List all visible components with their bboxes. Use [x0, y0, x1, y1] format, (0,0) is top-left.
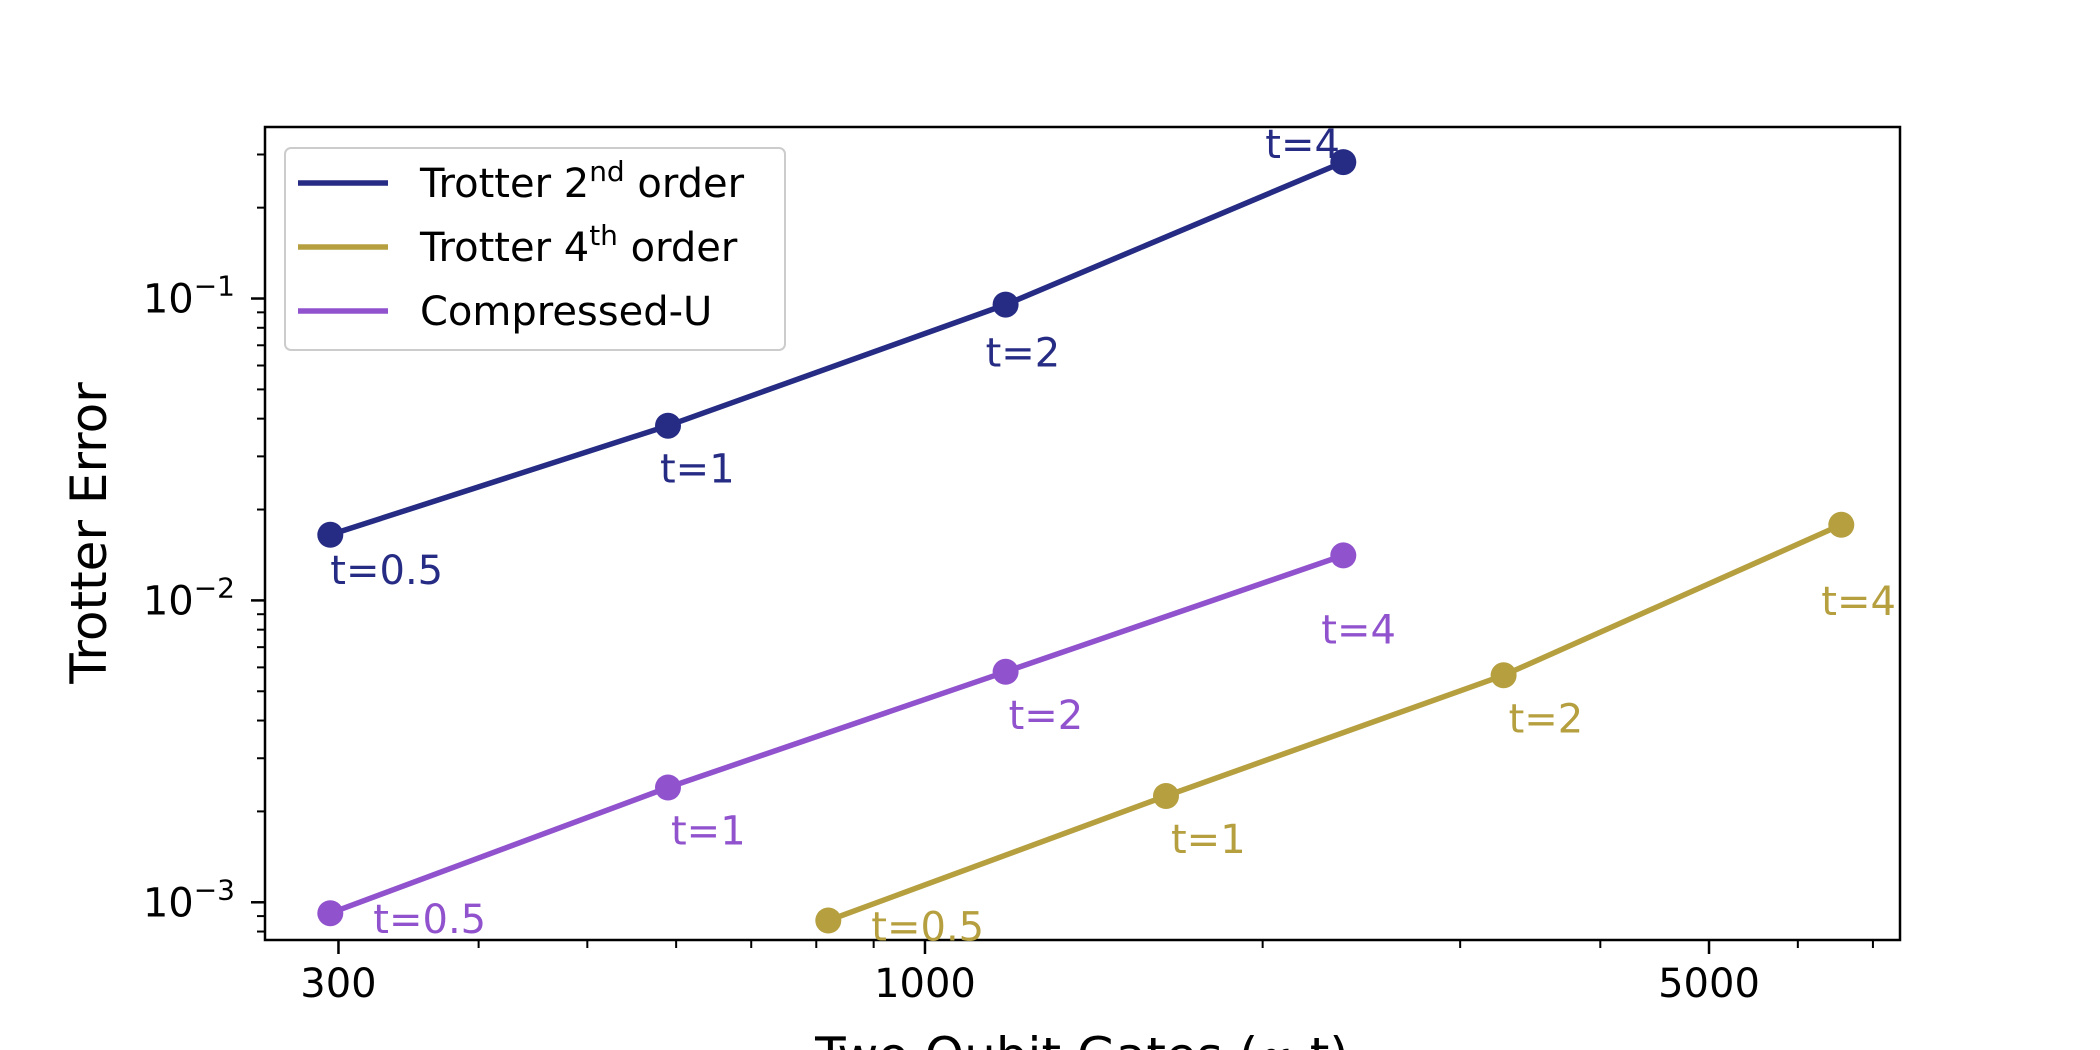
point-label-trotter-2: t=2: [986, 331, 1061, 377]
series-layer: [317, 149, 1855, 934]
y-axis-ticks: 10−3 10−2 10−1: [143, 153, 265, 933]
y-tick-label: 10−1: [143, 270, 235, 323]
data-point-trotter-2: [1330, 149, 1357, 176]
legend: Trotter 2nd order Trotter 4th order Compre…: [284, 147, 786, 351]
legend-label-trotter-4: Trotter 4th order: [419, 219, 738, 271]
data-point-trotter-4: [1490, 662, 1517, 689]
data-point-trotter-4: [1153, 783, 1179, 809]
point-label-trotter-2: t=1: [660, 447, 735, 493]
series-line-trotter-4: [827, 522, 1843, 924]
series-line-compressed-u: [329, 552, 1345, 916]
data-point-compressed-u: [992, 658, 1019, 685]
data-point-compressed-u: [1330, 542, 1357, 569]
x-axis-ticks: 300 1000 5000: [300, 940, 1874, 1007]
x-tick-label: 1000: [874, 961, 976, 1007]
point-label-trotter-2: t=4: [1265, 122, 1340, 168]
plot-frame: [263, 125, 1902, 942]
data-point-trotter-4: [1828, 511, 1855, 538]
y-axis-label: Trotter Error: [60, 382, 118, 685]
x-tick-label: 300: [300, 961, 376, 1007]
legend-label-compressed-u: Compressed-U: [420, 289, 712, 335]
y-tick-label: 10−2: [143, 571, 235, 624]
data-point-trotter-4: [815, 907, 842, 934]
data-point-trotter-2: [655, 412, 681, 439]
point-label-compressed-u: t=1: [671, 809, 746, 855]
point-label-compressed-u: t=2: [1009, 693, 1084, 739]
series-line-trotter-2: [329, 159, 1345, 538]
point-label-trotter-4: t=0.5: [871, 905, 984, 951]
data-point-compressed-u: [317, 900, 344, 927]
legend-label-trotter-2: Trotter 2nd order: [419, 155, 745, 207]
x-axis-label: Two Qubit Gates (∝ t): [814, 1027, 1349, 1050]
data-point-compressed-u: [655, 774, 681, 801]
point-labels: t=0.5 t=1 t=2 t=4 t=0.5 t=1 t=2 t=4 t=0.5 t=1 t=2 t…: [330, 122, 1896, 950]
x-tick-label: 5000: [1658, 961, 1760, 1007]
data-point-trotter-2: [317, 521, 344, 548]
point-label-trotter-4: t=1: [1171, 817, 1246, 863]
point-label-trotter-4: t=4: [1821, 579, 1896, 625]
point-label-compressed-u: t=4: [1321, 607, 1396, 653]
y-tick-label: 10−3: [143, 873, 235, 926]
point-label-compressed-u: t=0.5: [373, 897, 486, 943]
legend-box: [284, 147, 786, 351]
data-point-trotter-2: [992, 291, 1019, 318]
point-label-trotter-4: t=2: [1509, 696, 1584, 742]
point-label-trotter-2: t=0.5: [330, 548, 443, 594]
